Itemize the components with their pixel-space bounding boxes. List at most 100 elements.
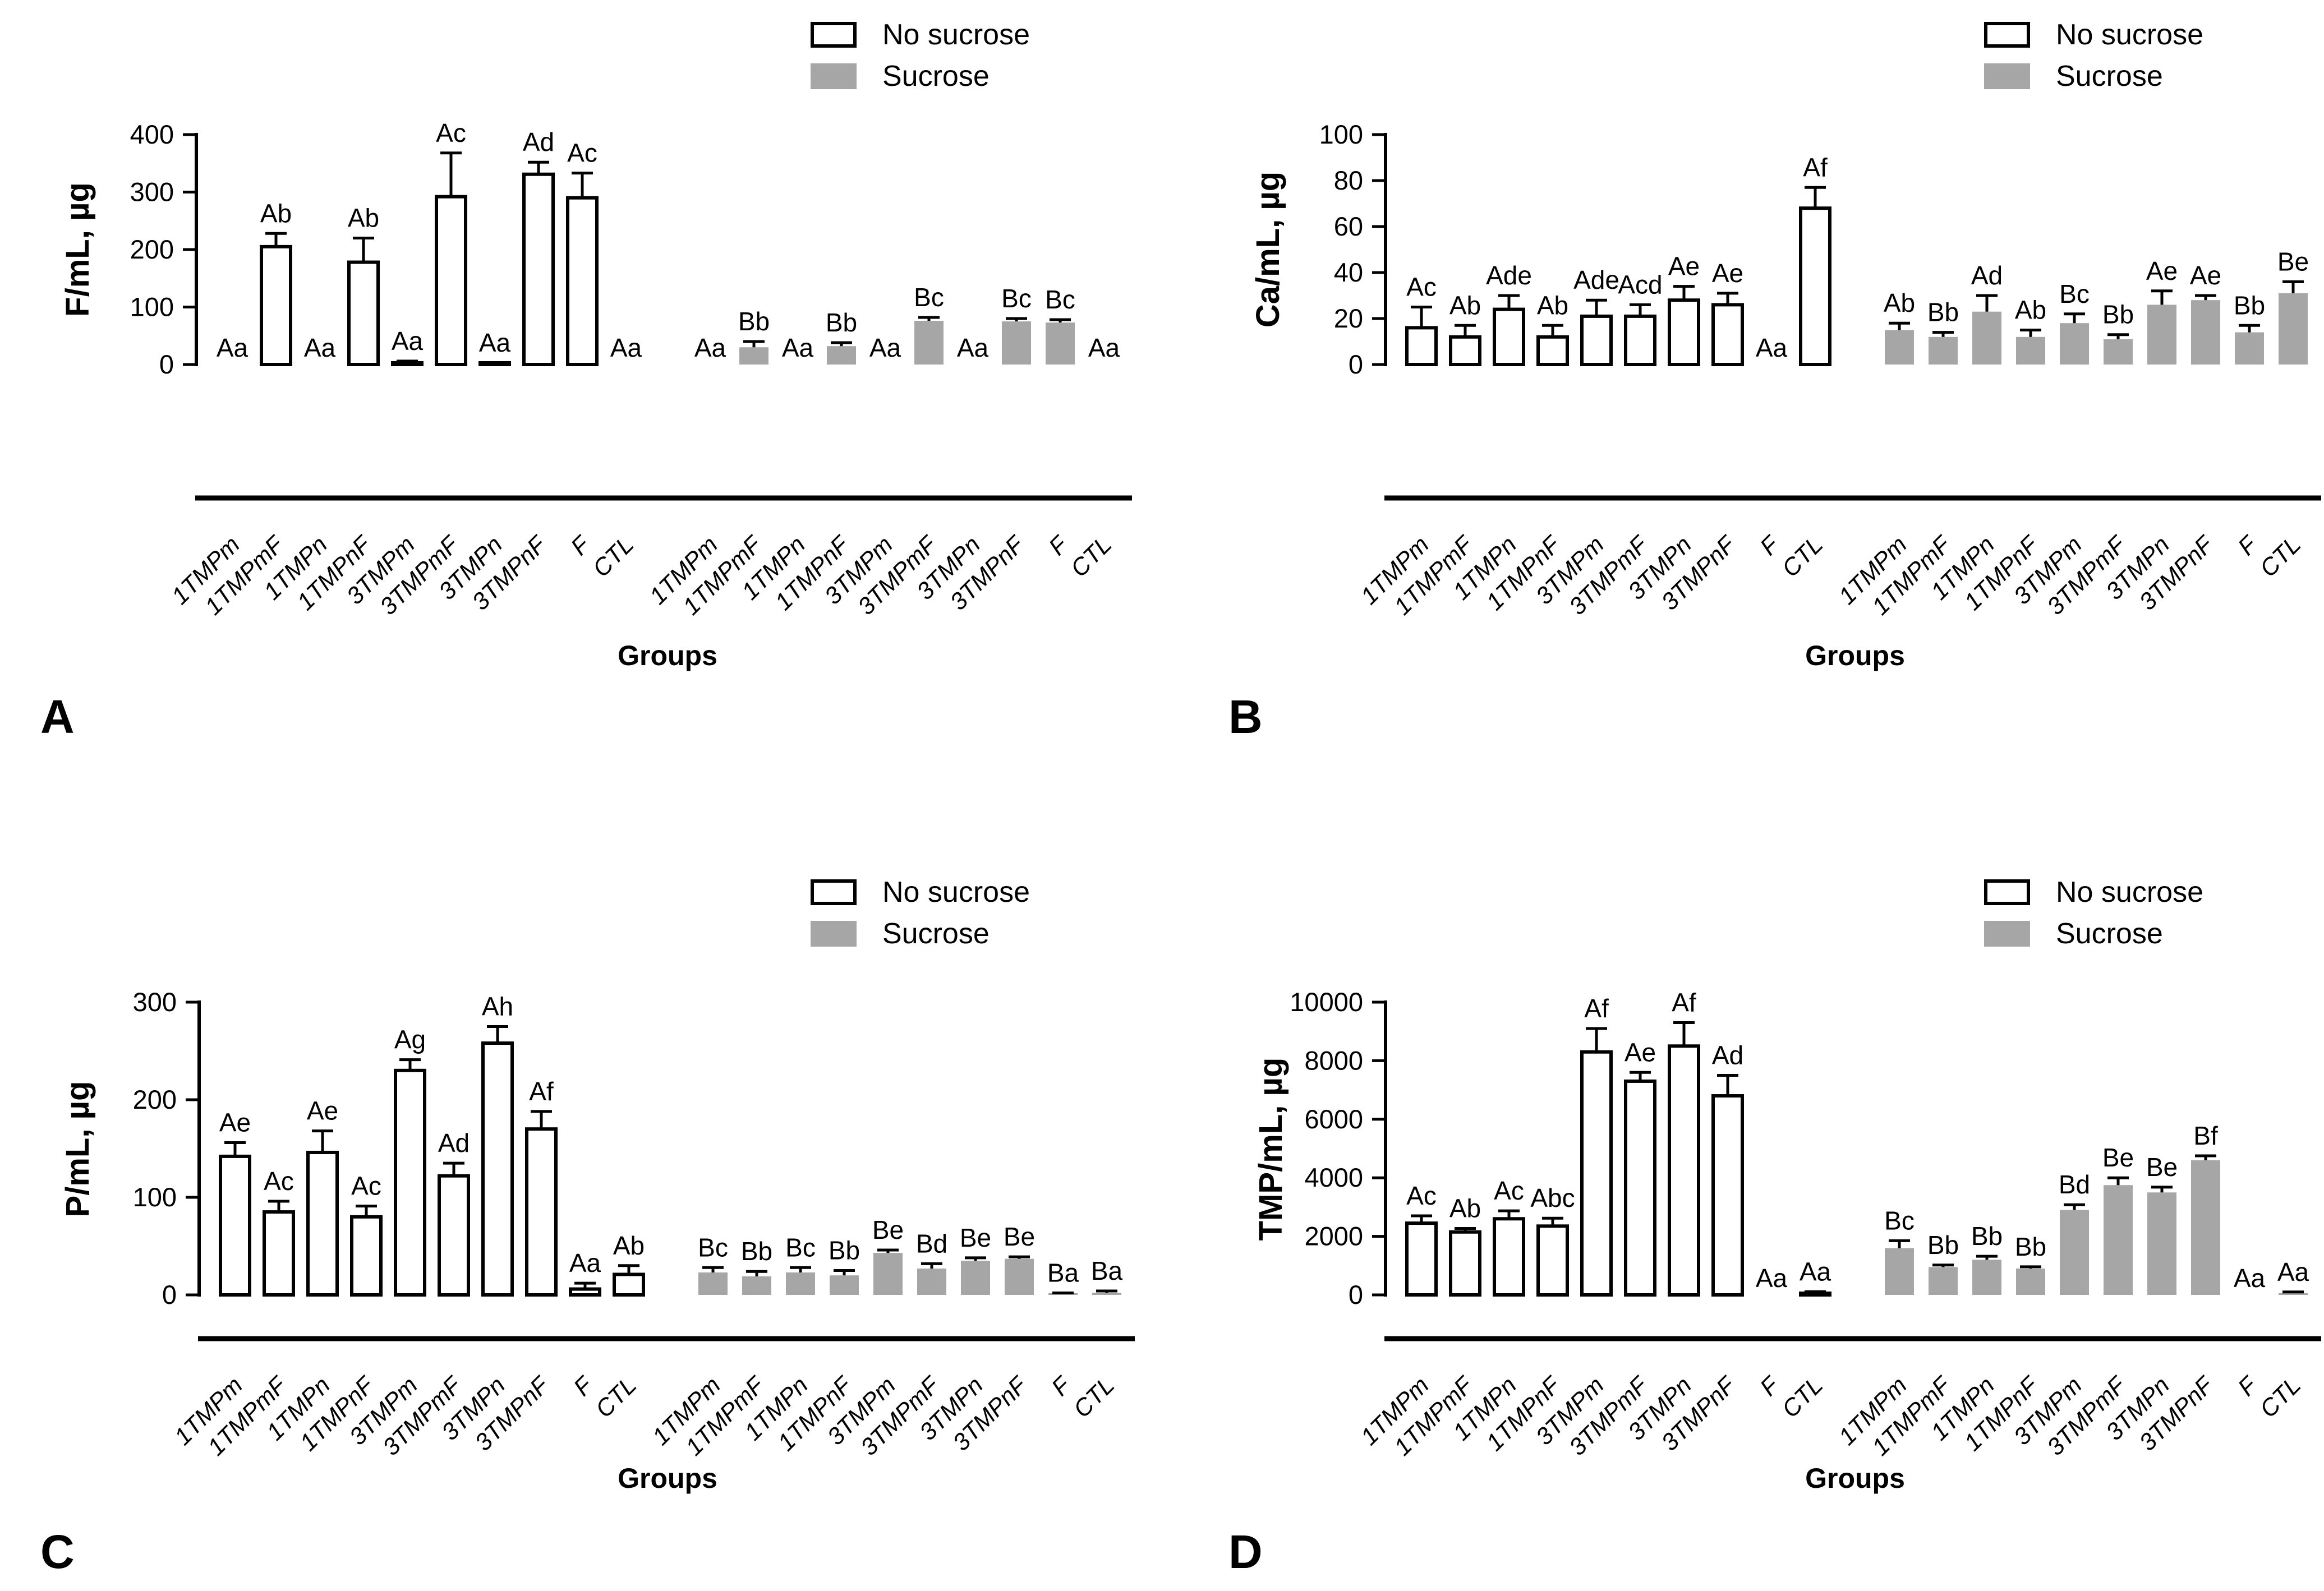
significance-label: Ab [613, 1231, 645, 1260]
bar-sucrose [2104, 339, 2133, 365]
significance-label: Aa [957, 333, 989, 362]
bar-no-sucrose [1405, 326, 1438, 367]
no-sucrose-swatch [811, 879, 857, 905]
y-tick-label: 10000 [1290, 987, 1363, 1017]
bar-no-sucrose [1668, 298, 1700, 367]
significance-label: Bc [1001, 284, 1032, 313]
bar-sucrose [827, 346, 856, 365]
bar-sucrose [2147, 1192, 2176, 1295]
no-sucrose-swatch [1984, 879, 2030, 905]
significance-label: Ab [348, 204, 379, 233]
x-category-label: CTL [1777, 531, 1828, 582]
x-category-label: F [2233, 1371, 2263, 1401]
bar-no-sucrose [1711, 303, 1744, 367]
x-category-label: CTL [1777, 1372, 1828, 1423]
y-tick-label: 8000 [1304, 1045, 1363, 1075]
y-axis-label: Ca/mL, µg [1250, 171, 1286, 328]
bar-no-sucrose [394, 1068, 426, 1297]
significance-label: Bc [1045, 285, 1075, 314]
significance-label: Ad [1971, 261, 2003, 290]
legend-c: No sucrose Sucrose [811, 878, 1030, 948]
bar-no-sucrose [1624, 314, 1656, 367]
significance-label: Ae [1625, 1037, 1656, 1067]
significance-label: Bb [1927, 1230, 1959, 1260]
significance-label: Bf [2193, 1121, 2218, 1150]
y-tick-label: 300 [130, 177, 174, 207]
significance-label: Ab [1884, 288, 1915, 317]
bar-no-sucrose [569, 1287, 601, 1297]
significance-label: Be [960, 1223, 991, 1252]
legend-a: No sucrose Sucrose [811, 20, 1030, 91]
significance-label: Bb [738, 307, 770, 336]
bar-no-sucrose [566, 196, 599, 366]
bar-no-sucrose [1799, 206, 1831, 366]
significance-label: Ab [2015, 296, 2046, 325]
significance-label: Ab [1449, 1194, 1481, 1223]
significance-label: Ab [260, 199, 292, 228]
x-axis-title: Groups [618, 1463, 717, 1494]
bar-no-sucrose [1580, 314, 1613, 367]
bar-sucrose [2147, 305, 2176, 365]
bar-sucrose [2235, 332, 2264, 365]
significance-label: Aa [2277, 1257, 2309, 1286]
legend-label: No sucrose [882, 876, 1030, 909]
y-tick-label: 2000 [1304, 1221, 1363, 1251]
bar-no-sucrose [219, 1154, 251, 1297]
panel-a: 0 100 200 300 400 Aa 1TMPm Ab 1TMPmF Aa 1TMPn Ab 1TM… [0, 0, 1162, 796]
panel-d: 0 2000 4000 6000 8000 10000 Ac 1TMPm Ab 1TMPmF Ac 1… [1162, 796, 2324, 1591]
significance-label: Ah [482, 992, 513, 1021]
legend-label: Sucrose [882, 917, 990, 950]
significance-label: Ag [394, 1025, 426, 1054]
y-tick-label: 0 [159, 349, 174, 379]
significance-label: Be [2277, 247, 2309, 276]
significance-label: Bb [2234, 290, 2265, 320]
significance-label: Ad [438, 1128, 470, 1157]
significance-label: Be [1004, 1222, 1035, 1251]
bar-sucrose [1046, 322, 1075, 365]
significance-label: Af [1672, 988, 1696, 1017]
significance-label: Af [529, 1077, 554, 1106]
bar-sucrose [1929, 1267, 1958, 1295]
y-tick-label: 200 [130, 234, 174, 264]
significance-label: Ae [1712, 259, 1743, 288]
significance-label: Ac [351, 1172, 381, 1201]
significance-label: Ad [1712, 1041, 1743, 1070]
bar-sucrose [2104, 1185, 2133, 1295]
bar-no-sucrose [522, 172, 555, 366]
legend-item-no-sucrose: No sucrose [811, 878, 1030, 907]
significance-label: Be [2146, 1152, 2178, 1182]
significance-label: Ac [264, 1166, 294, 1196]
significance-label: Bb [741, 1237, 772, 1266]
bar-sucrose [1972, 1260, 2001, 1295]
bar-sucrose [873, 1253, 903, 1295]
y-tick-label: 6000 [1304, 1104, 1363, 1134]
legend-b: No sucrose Sucrose [1984, 20, 2203, 91]
bar-no-sucrose [1711, 1094, 1744, 1297]
bar-sucrose [786, 1272, 815, 1295]
no-sucrose-swatch [811, 22, 857, 48]
significance-label: Aa [392, 326, 424, 356]
panel-b: 0 20 40 60 80 100 Ac 1TMPm Ab 1TMPmF Ade 1TMPn Ab 1TM… [1162, 0, 2324, 796]
panel-letter-b: B [1228, 690, 1263, 743]
legend-label: Sucrose [2056, 60, 2163, 93]
y-tick-label: 100 [130, 292, 174, 322]
significance-label: Aa [782, 333, 814, 362]
significance-label: Ac [1406, 273, 1437, 302]
y-tick-label: 60 [1334, 211, 1363, 241]
x-category-label: CTL [2255, 1372, 2306, 1423]
significance-label: Ab [1537, 290, 1568, 320]
legend-item-no-sucrose: No sucrose [1984, 20, 2203, 49]
significance-label: Ac [436, 118, 466, 147]
significance-label: Ae [1668, 252, 1700, 281]
y-axis-label: F/mL, µg [59, 182, 96, 317]
bar-sucrose [1929, 336, 1958, 365]
significance-label: Af [1584, 994, 1609, 1023]
bar-no-sucrose [525, 1127, 558, 1297]
significance-label: Ba [1091, 1256, 1123, 1285]
sucrose-swatch [1984, 921, 2030, 947]
sucrose-swatch [811, 63, 857, 89]
x-axis-title: Groups [1805, 640, 1905, 671]
chart-a: 0100200300400Aa1TMPmAb1TMPmFAa1TMPnAb1TM… [130, 118, 1132, 620]
bar-no-sucrose [1493, 307, 1525, 366]
significance-label: Be [2102, 1143, 2134, 1172]
